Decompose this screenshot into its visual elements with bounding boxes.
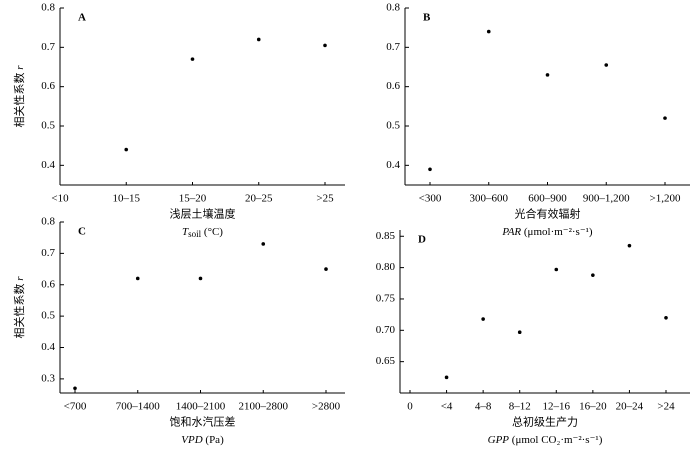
y-tick-label: 0.80	[376, 261, 396, 273]
point	[481, 317, 485, 321]
x-tick-label: 0	[407, 401, 413, 413]
point	[591, 273, 595, 277]
x-tick-label: 16–20	[579, 401, 607, 413]
y-axis-label: 相关性系数 r	[12, 276, 26, 339]
x-tick-label: <700	[64, 401, 87, 413]
point	[198, 276, 203, 281]
x-tick-label: 700–1400	[116, 401, 161, 413]
y-tick-label: 0.7	[41, 41, 55, 53]
point	[604, 63, 609, 67]
point	[627, 243, 632, 248]
y-tick-label: 0.4	[386, 159, 400, 171]
x-tick-label: 20–25	[245, 193, 273, 205]
y-symbol: r	[14, 65, 26, 70]
x-unit: (μmol·m⁻²·s⁻¹)	[524, 226, 593, 238]
y-axis-label: 相关性系数 r	[12, 65, 26, 128]
x-tick-label: 20–24	[616, 401, 644, 413]
y-tick-label: 0.8	[386, 2, 400, 14]
x-axis-label: 总初级生产力	[512, 415, 578, 429]
y-tick-label: 0.65	[376, 355, 396, 367]
y-tick-label: 0.6	[41, 80, 55, 92]
y-tick-label: 0.6	[41, 278, 55, 290]
x-tick-label: 600–900	[528, 193, 567, 205]
x-unit: (°C)	[204, 226, 223, 238]
point	[73, 386, 77, 391]
point	[324, 267, 328, 271]
x-axis-unit-label: GPP (μmol CO₂·m⁻²·s⁻¹)	[488, 434, 603, 446]
y-tick-label: 0.4	[41, 341, 55, 353]
y-tick-label: 0.4	[41, 159, 55, 171]
panel-label: B	[423, 12, 431, 24]
x-tick-label: <4	[441, 401, 453, 413]
x-tick-label: 1400–2100	[176, 401, 226, 413]
y-tick-label: 0.8	[41, 2, 55, 14]
x-symbol: GPP	[488, 434, 510, 446]
x-axis-label: 饱和水汽压差	[170, 415, 236, 429]
point	[545, 73, 550, 77]
y-tick-label: 0.70	[376, 324, 396, 336]
y-tick-label: 0.6	[386, 80, 400, 92]
y-tick-label: 0.8	[41, 216, 55, 228]
x-symbol: PAR	[501, 226, 521, 238]
panel-label: A	[78, 12, 86, 24]
y-tick-label: 0.5	[41, 120, 55, 132]
point	[135, 276, 140, 281]
x-tick-label: <300	[419, 193, 442, 205]
x-axis-label: 光合有效辐射	[515, 207, 581, 221]
x-axis-unit-label: Tsoil (°C)	[182, 226, 223, 240]
x-tick-label: 4–8	[475, 401, 492, 413]
x-tick-label: 2100–2800	[239, 401, 289, 413]
point	[554, 267, 559, 272]
point	[663, 116, 667, 120]
y-label-text: 相关性系数	[12, 284, 26, 339]
y-tick-label: 0.85	[376, 230, 396, 242]
y-tick-label: 0.5	[41, 310, 55, 322]
x-symbol: T	[182, 226, 189, 238]
y-label-text: 相关性系数	[12, 73, 26, 128]
x-subscript: soil	[188, 229, 202, 239]
x-tick-label: <10	[51, 193, 69, 205]
x-symbol: VPD	[181, 434, 202, 446]
x-tick-label: 15–20	[179, 193, 207, 205]
y-tick-label: 0.3	[41, 372, 55, 384]
point	[517, 330, 522, 334]
x-tick-label: >25	[316, 193, 334, 205]
x-unit: (μmol CO₂·m⁻²·s⁻¹)	[512, 434, 603, 446]
x-tick-label: 10–15	[113, 193, 141, 205]
point	[664, 315, 668, 320]
x-axis-label: 浅层土壤温度	[170, 207, 236, 221]
x-tick-label: >2800	[312, 401, 341, 413]
point	[261, 242, 266, 246]
x-unit: (Pa)	[205, 434, 224, 446]
x-axis-unit-label: PAR (μmol·m⁻²·s⁻¹)	[501, 226, 593, 238]
y-tick-label: 0.7	[41, 247, 55, 259]
point	[444, 375, 449, 380]
x-axis-unit-label: VPD (Pa)	[181, 434, 224, 446]
x-tick-label: >1,200	[650, 193, 681, 205]
panel-label: C	[78, 226, 86, 238]
x-tick-label: 12–16	[543, 401, 571, 413]
y-symbol: r	[14, 276, 26, 281]
y-tick-label: 0.7	[386, 41, 400, 53]
point	[428, 167, 432, 172]
point	[124, 147, 129, 152]
point	[323, 43, 327, 48]
x-tick-label: 900–1,200	[583, 193, 630, 205]
point	[256, 37, 261, 42]
x-tick-label: >24	[657, 401, 675, 413]
y-tick-label: 0.5	[386, 120, 400, 132]
panel-label: D	[418, 234, 426, 246]
y-tick-label: 0.75	[376, 292, 396, 304]
point	[486, 29, 491, 34]
point	[190, 57, 195, 61]
x-tick-label: 8–12	[509, 401, 531, 413]
x-tick-label: 300–600	[470, 193, 509, 205]
